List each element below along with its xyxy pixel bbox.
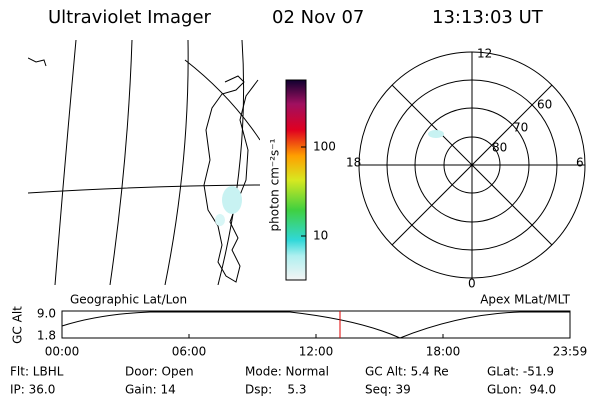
info-field: Seq: 39: [365, 383, 411, 397]
lat-label: 60: [537, 98, 552, 112]
title-date: 02 Nov 07: [272, 7, 364, 28]
orbit-xtick-label: 23:59: [553, 345, 588, 359]
mlt-label: 12: [477, 47, 492, 61]
title-time: 13:13:03 UT: [432, 7, 544, 28]
orbit-xtick-label: 06:00: [172, 345, 207, 359]
mlt-label: 0: [468, 277, 476, 291]
panel-label: Geographic Lat/Lon: [70, 293, 187, 307]
info-field: Dsp: 5.3: [245, 383, 307, 397]
orbit-xtick-label: 18:00: [426, 345, 461, 359]
colorbar-tick-label: 100: [313, 140, 336, 154]
orbit-curve: [61, 311, 570, 339]
polar-plot: [358, 51, 586, 279]
geo-map: [28, 40, 260, 285]
info-field: Mode: Normal: [245, 365, 329, 379]
lat-label: 80: [492, 141, 507, 155]
orbit-xtick-label: 12:00: [299, 345, 334, 359]
info-field: IP: 36.0: [10, 383, 55, 397]
orbit-xtick-label: 00:00: [45, 345, 80, 359]
info-field: GLat: -51.9: [487, 365, 554, 379]
mlt-label: 18: [346, 156, 361, 170]
mlt-label: 6: [576, 156, 584, 170]
info-field: Gain: 14: [125, 383, 176, 397]
orbit-ylabel: GC Alt: [11, 306, 25, 344]
info-field: GC Alt: 5.4 Re: [365, 365, 449, 379]
colorbar: [285, 79, 307, 281]
orbit-ytick: 9.0: [37, 307, 56, 321]
colorbar-tick-label: 10: [313, 229, 328, 243]
lat-label: 70: [513, 121, 528, 135]
panel-label: Apex MLat/MLT: [480, 293, 570, 307]
info-field: GLon: 94.0: [487, 383, 556, 397]
info-field: Flt: LBHL: [10, 365, 64, 379]
orbit-ytick: 1.8: [37, 329, 56, 343]
colorbar-label: photon cm⁻²s⁻¹: [268, 138, 282, 231]
info-field: Door: Open: [125, 365, 194, 379]
title-instrument: Ultraviolet Imager: [48, 7, 212, 28]
